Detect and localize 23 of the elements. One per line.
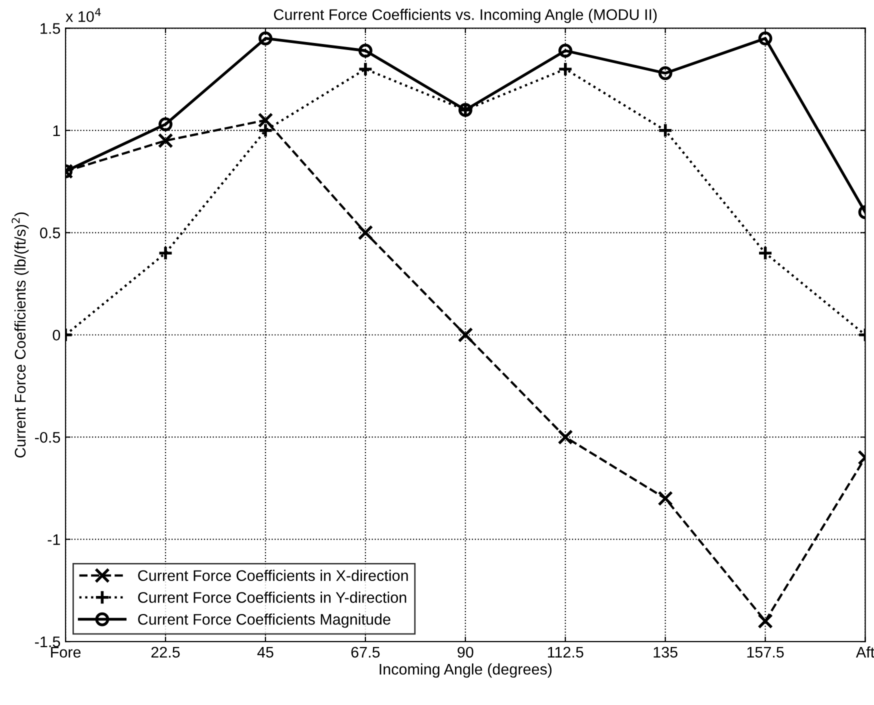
y-tick-label: -0.5: [35, 432, 60, 443]
chart-title: Current Force Coefficients vs. Incoming Angle (MODU II): [274, 8, 657, 24]
x-tick-label: Fore: [51, 646, 81, 658]
y-tick-label: -1.5: [35, 636, 60, 648]
text: x 10$^{4}$: [66, 8, 101, 22]
x-tick-label: 45: [257, 646, 274, 658]
legend-label: Current Force Coefficients Magnitude: [138, 614, 390, 628]
y-tick-label: 0.5: [40, 228, 60, 238]
x-axis-title: Incoming Angle (degrees): [380, 663, 552, 678]
x-tick-label: 90: [458, 646, 474, 658]
y-axis-title: Current Force Coefficients (lb/(ft/s)$^{2}$): [12, 212, 29, 458]
x-tick-label: Aft: [856, 646, 874, 658]
y-tick-label: -1: [48, 534, 60, 545]
y-tick-label: 0: [52, 330, 60, 341]
x-tick-label: 112.5: [548, 646, 584, 658]
x-tick-label: 157.5: [747, 646, 784, 658]
y-tick-label: 1.5: [40, 23, 60, 34]
legend-label: Current Force Coefficients in Y-direction: [138, 592, 406, 603]
x-tick-label: 135: [654, 646, 678, 658]
x-tick-label: 67.5: [351, 646, 380, 658]
y-tick-label: 1: [53, 125, 60, 136]
legend-label: Current Force Coefficients in X-direction: [138, 570, 408, 582]
x-tick-label: 22.5: [151, 646, 180, 658]
